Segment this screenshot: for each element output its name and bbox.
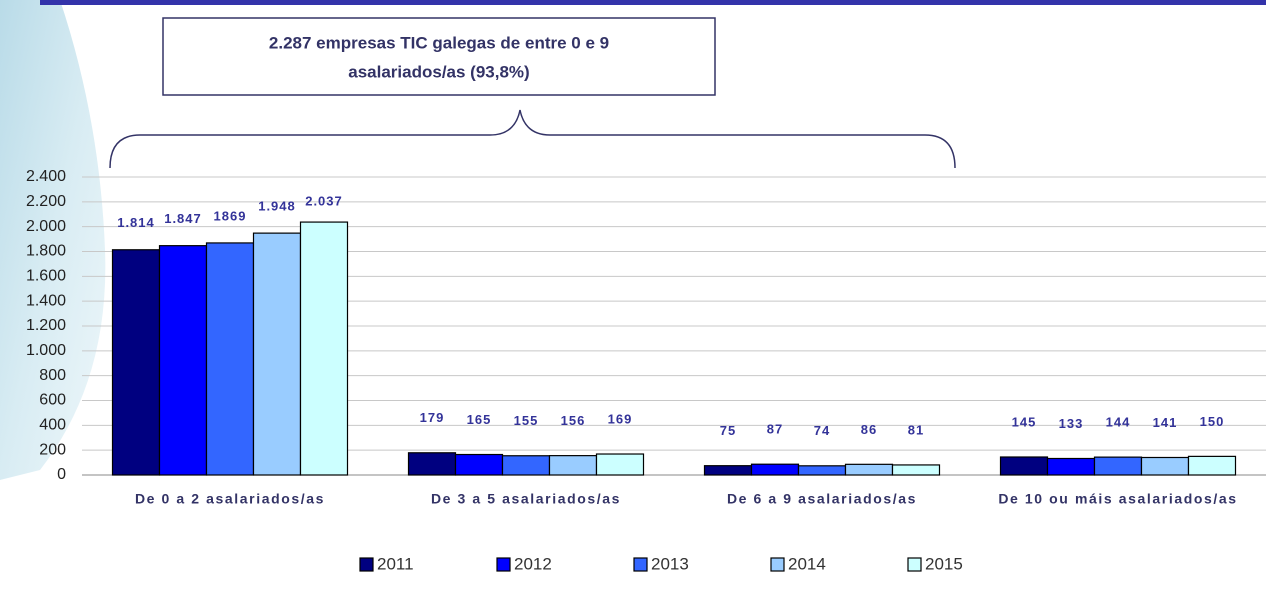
value-label: 145: [1012, 414, 1037, 429]
legend-label: 2012: [514, 554, 552, 573]
y-tick-label: 600: [39, 392, 66, 409]
bar: [252, 232, 302, 476]
y-tick-label: 1.600: [26, 268, 66, 285]
value-label: 81: [908, 422, 924, 437]
legend-label: 2011: [377, 554, 414, 573]
x-tick-label: De 3 a 5 asalariados/as: [431, 491, 621, 507]
legend-swatch: [907, 557, 922, 572]
annotation-line: 2.287 empresas TIC galegas de entre 0 e …: [269, 33, 609, 52]
y-tick-label: 1.000: [26, 342, 66, 359]
value-label: 141: [1153, 415, 1178, 430]
value-label: 2.037: [305, 194, 343, 209]
y-tick-label: 1.800: [26, 243, 66, 260]
top-border: [40, 0, 1266, 5]
value-label: 86: [861, 422, 877, 437]
bar: [999, 456, 1049, 476]
value-label: 1869: [214, 208, 247, 223]
bar: [891, 464, 941, 476]
value-label: 1.814: [117, 215, 155, 230]
value-label: 75: [720, 423, 736, 438]
legend-swatch: [633, 557, 648, 572]
bar: [703, 465, 753, 476]
y-tick-label: 400: [39, 417, 66, 434]
brace: [109, 109, 956, 169]
bar: [111, 249, 161, 476]
bar: [299, 221, 349, 476]
value-label: 165: [467, 412, 492, 427]
value-label: 169: [608, 411, 633, 426]
bar: [797, 465, 847, 476]
plot-area: 0 200 400 600 800 1.000 1.200 1.400 1.600 1.800 2.…: [26, 168, 1266, 573]
y-tick-label: 2.000: [26, 218, 66, 235]
value-label: 74: [814, 423, 830, 438]
bar: [1140, 456, 1190, 476]
value-label: 156: [561, 413, 586, 428]
legend-swatch: [496, 557, 511, 572]
bar: [595, 453, 645, 476]
value-label: 1.847: [164, 211, 202, 226]
value-label: 179: [420, 410, 445, 425]
x-tick-label: De 10 ou máis asalariados/as: [998, 491, 1237, 507]
bar: [1187, 455, 1237, 476]
value-label: 150: [1200, 414, 1225, 429]
value-label: 87: [767, 422, 783, 437]
bar: [158, 245, 208, 476]
annotation-line: asalariados/as (93,8%): [348, 62, 529, 81]
legend-swatch: [770, 557, 785, 572]
legend-label: 2015: [925, 554, 963, 573]
annotation-box: [162, 17, 716, 96]
bar: [548, 455, 598, 476]
legend-label: 2013: [651, 554, 689, 573]
y-tick-label: 1.200: [26, 317, 66, 334]
y-tick-label: 2.400: [26, 168, 66, 185]
bar: [844, 463, 894, 476]
value-label: 1.948: [258, 199, 296, 214]
x-tick-label: De 6 a 9 asalariados/as: [727, 491, 917, 507]
bar: [1093, 456, 1143, 476]
legend-label: 2014: [788, 554, 826, 573]
bar: [407, 452, 457, 476]
y-tick-label: 200: [39, 441, 66, 458]
bar: [205, 242, 255, 476]
legend-swatch: [359, 557, 374, 572]
y-tick-label: 2.200: [26, 193, 66, 210]
value-label: 133: [1059, 416, 1084, 431]
x-tick-label: De 0 a 2 asalariados/as: [135, 491, 325, 507]
background-decoration: [0, 0, 106, 480]
bar: [1046, 457, 1096, 476]
value-label: 155: [514, 413, 539, 428]
y-tick-label: 0: [57, 466, 66, 483]
y-tick-label: 800: [39, 367, 66, 384]
bar: [501, 455, 551, 476]
bar: [454, 453, 504, 476]
bar: [750, 463, 800, 476]
y-tick-label: 1.400: [26, 292, 66, 309]
value-label: 144: [1106, 415, 1131, 430]
